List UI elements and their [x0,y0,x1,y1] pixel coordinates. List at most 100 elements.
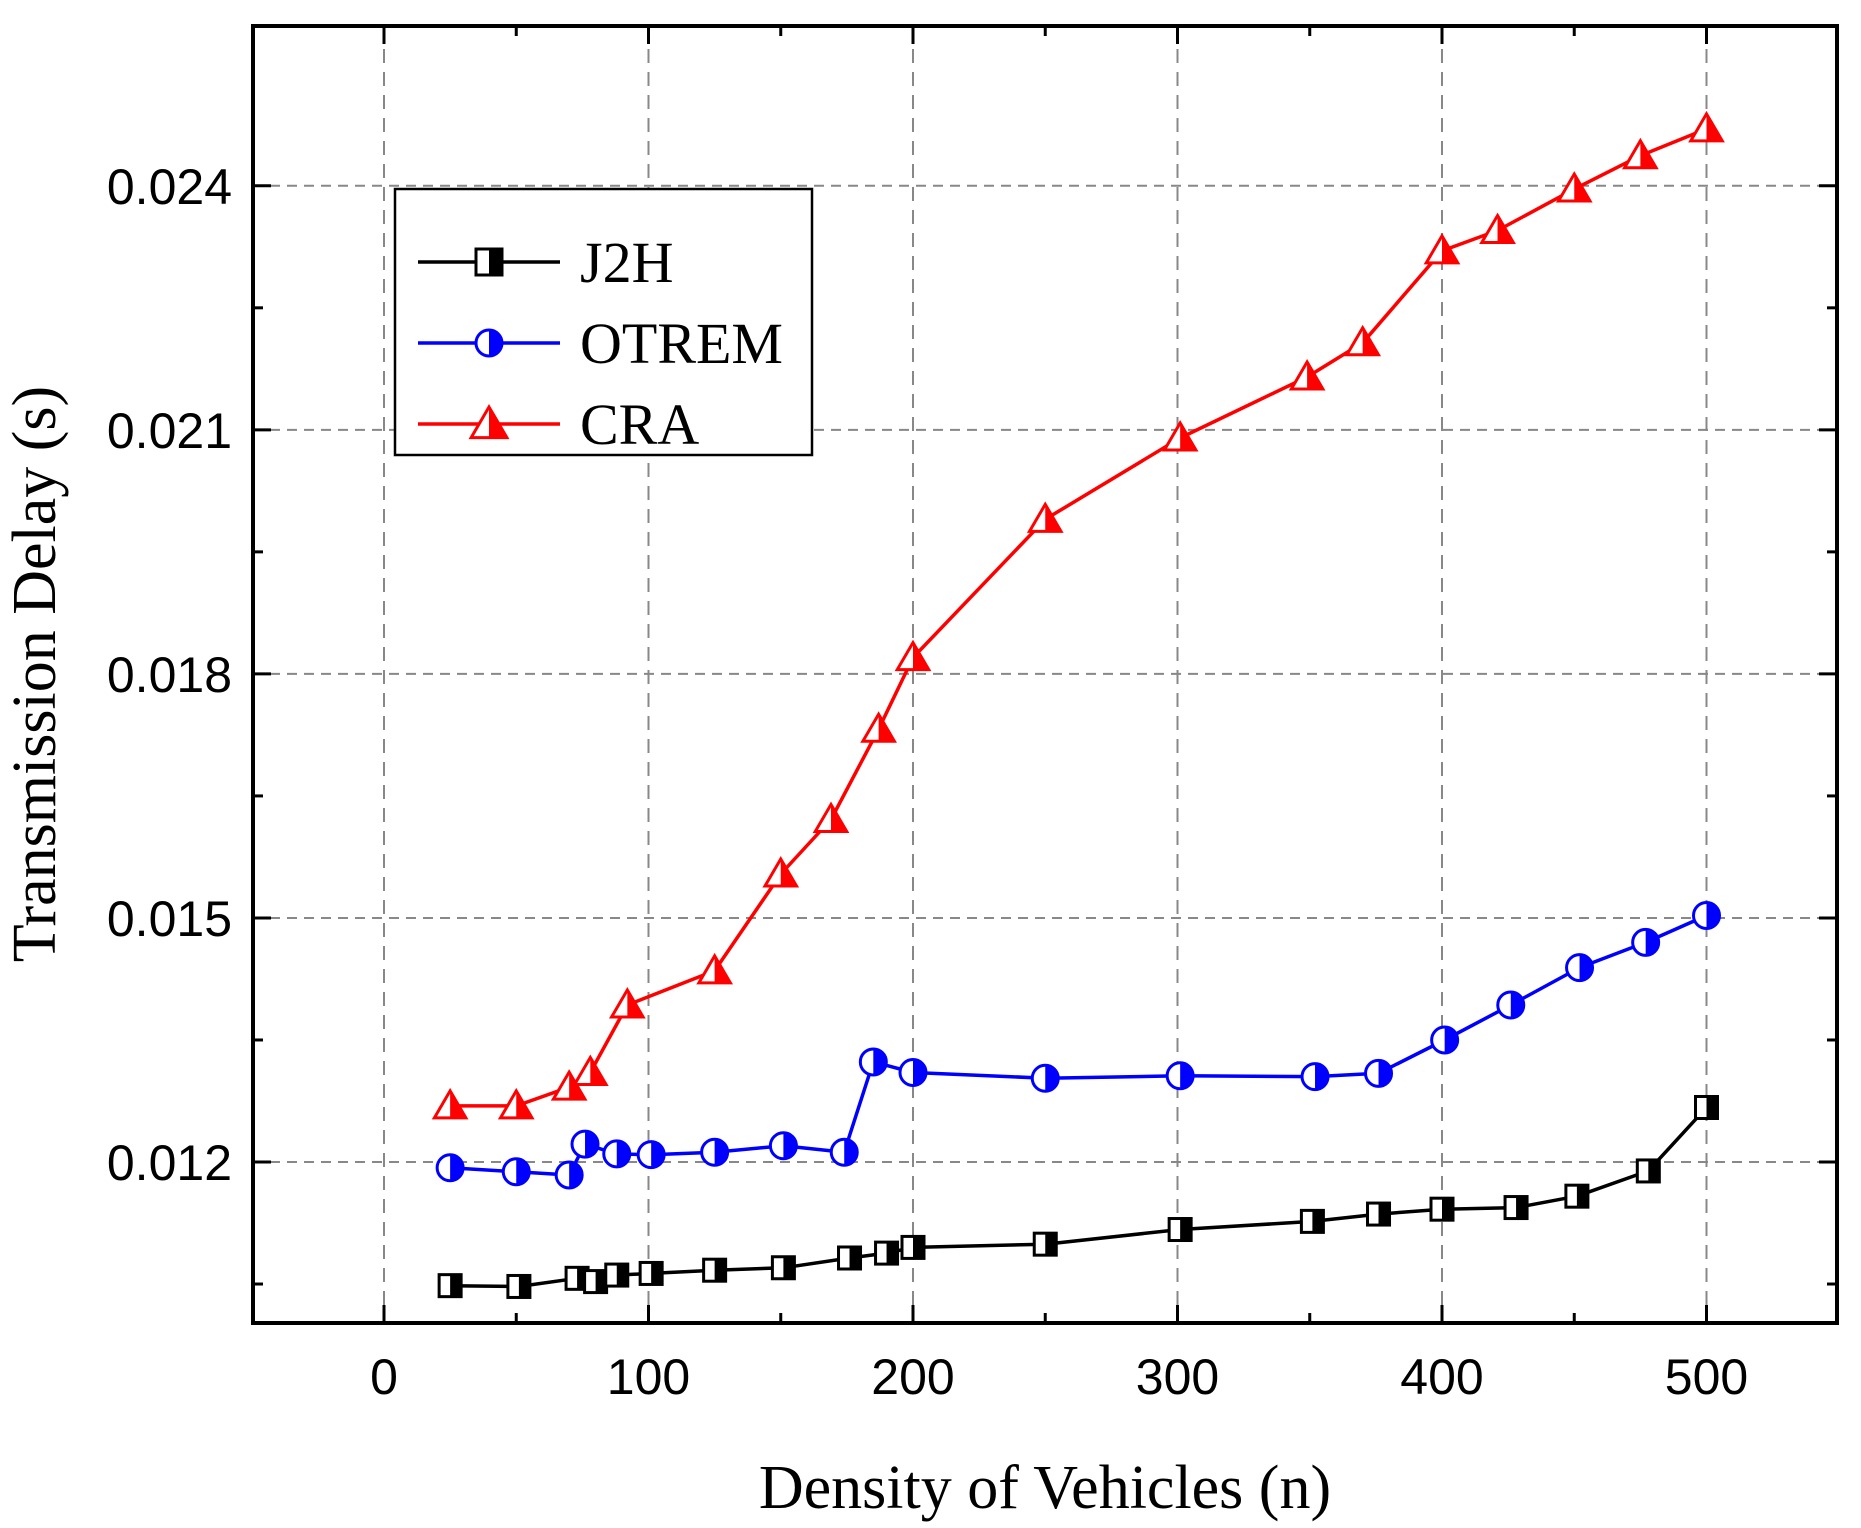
legend-marker-j2h [474,247,504,277]
data-point-j2h-8-fill [849,1246,861,1269]
data-point-j2h-12 [1167,1217,1193,1243]
data-point-j2h-16 [1503,1195,1529,1221]
data-point-otrem-8-fill [844,1139,858,1166]
data-point-cra-13 [1344,324,1382,357]
data-point-cra-10 [1026,501,1064,533]
data-point-j2h-1-fill [518,1275,530,1298]
data-point-otrem-1-fill [516,1158,530,1185]
data-point-cra-4-fill [627,989,644,1017]
data-point-cra-1 [497,1087,535,1120]
data-point-otrem-15-fill [1444,1026,1458,1053]
data-point-cra-12 [1288,358,1326,391]
legend-marker-otrem-fill [489,330,502,356]
data-point-otrem-12 [1165,1061,1195,1091]
data-point-otrem-16-fill [1510,991,1524,1018]
legend-entries: J2H OTREM CRA [418,230,783,457]
x-tick-label-100: 100 [607,1349,690,1405]
data-point-j2h-6 [702,1257,728,1283]
tick-labels: 0 100 200 300 400 500 0.012 0.015 0.018 0.021 0.02… [107,159,1748,1405]
data-point-j2h-14-fill [1378,1203,1390,1226]
data-point-cra-17 [1622,137,1659,170]
y-axis-title: Transmission Delay (s) [1,386,69,962]
data-point-otrem-17-fill [1579,954,1593,981]
data-point-otrem-0-fill [450,1154,464,1181]
data-point-otrem-19 [1692,901,1721,931]
data-point-otrem-10 [898,1058,928,1088]
data-point-j2h-15-fill [1442,1198,1453,1221]
legend-label-cra: CRA [580,392,699,457]
data-point-j2h-11 [1032,1231,1058,1257]
data-point-j2h-3-fill [595,1270,607,1293]
data-point-cra-15 [1479,212,1516,245]
legend-label-otrem: OTREM [580,311,783,376]
data-point-j2h-19 [1694,1094,1719,1120]
data-point-j2h-1 [506,1273,532,1299]
data-point-cra-18-fill [1706,113,1723,141]
data-point-cra-18 [1688,110,1725,143]
x-axis-title: Density of Vehicles (n) [759,1454,1331,1522]
series-layer [431,110,1725,1299]
data-point-otrem-6 [700,1137,730,1167]
data-point-cra-9 [894,639,932,672]
data-point-cra-9-fill [913,642,929,670]
data-point-otrem-19-fill [1706,902,1720,929]
data-point-j2h-4-fill [616,1264,628,1287]
data-point-otrem-2 [554,1160,584,1190]
data-point-j2h-8 [837,1245,863,1271]
data-point-j2h-16-fill [1516,1196,1528,1219]
data-point-otrem-3 [570,1129,600,1159]
data-point-j2h-9 [874,1240,900,1266]
data-point-cra-5-fill [714,955,731,983]
data-point-cra-16 [1555,171,1593,203]
data-point-cra-7-fill [831,804,847,832]
data-point-j2h-9-fill [886,1242,898,1265]
data-point-j2h-5 [638,1260,664,1286]
data-point-otrem-6-fill [714,1139,728,1166]
data-point-otrem-11 [1030,1063,1060,1093]
data-point-cra-0-fill [450,1090,466,1118]
data-point-otrem-18 [1631,927,1661,957]
data-point-otrem-11-fill [1045,1065,1059,1092]
legend-box [393,187,814,457]
legend-label-j2h: J2H [580,230,673,295]
data-point-cra-8 [860,711,897,743]
data-point-otrem-9 [858,1047,888,1077]
y-tick-label-4: 0.024 [107,159,232,215]
data-point-cra-8-fill [878,714,895,742]
series-line-otrem [449,913,1708,1177]
data-point-otrem-5-fill [651,1141,665,1168]
x-tick-label-0: 0 [370,1349,398,1405]
data-point-otrem-9-fill [873,1048,887,1075]
data-point-j2h-10 [900,1234,926,1260]
data-point-j2h-18-fill [1648,1159,1660,1182]
data-point-j2h-2-fill [577,1267,589,1290]
data-point-j2h-13-fill [1312,1210,1324,1233]
data-point-cra-11 [1161,420,1199,452]
data-point-cra-11-fill [1180,422,1196,450]
data-point-j2h-11-fill [1045,1233,1057,1256]
data-point-otrem-4-fill [616,1140,630,1167]
legend-marker-otrem [474,328,504,358]
data-point-j2h-6-fill [714,1259,726,1282]
data-point-otrem-17 [1565,953,1595,983]
data-point-otrem-15 [1430,1025,1460,1055]
data-point-otrem-18-fill [1645,929,1659,956]
data-point-j2h-0-fill [450,1274,462,1297]
x-tick-label-400: 400 [1400,1349,1483,1405]
data-point-cra-14 [1423,232,1461,265]
data-point-j2h-10-fill [913,1236,924,1259]
data-point-otrem-13 [1300,1062,1330,1092]
data-point-otrem-13-fill [1315,1063,1329,1090]
data-point-j2h-3 [583,1269,609,1295]
y-tick-label-1: 0.015 [107,891,232,947]
data-point-j2h-4 [604,1262,630,1288]
data-point-cra-14-fill [1442,235,1458,263]
data-point-cra-16-fill [1574,174,1590,202]
data-point-otrem-14-fill [1378,1060,1392,1087]
data-point-otrem-5 [636,1140,666,1170]
data-point-cra-13-fill [1362,327,1379,355]
data-point-cra-12-fill [1307,361,1323,389]
data-point-j2h-0 [437,1273,463,1299]
data-point-j2h-13 [1299,1208,1325,1234]
